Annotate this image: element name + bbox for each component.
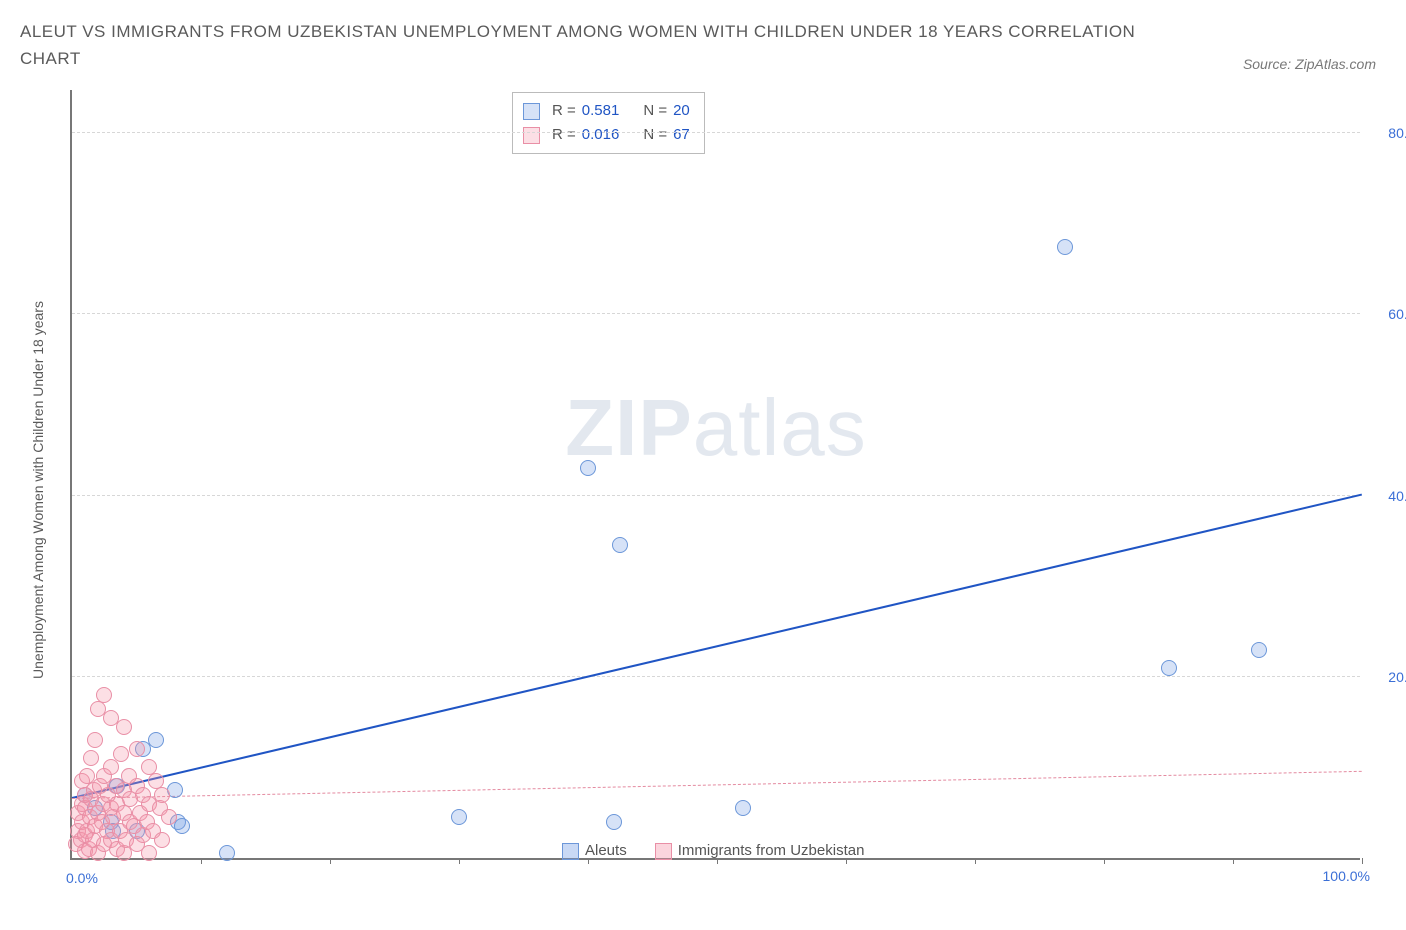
data-point bbox=[154, 787, 170, 803]
data-point bbox=[580, 460, 596, 476]
chart-container: Unemployment Among Women with Children U… bbox=[20, 90, 1386, 910]
data-point bbox=[116, 719, 132, 735]
data-point bbox=[1057, 239, 1073, 255]
stat-r-label: R = bbox=[552, 123, 576, 147]
x-tick bbox=[1233, 858, 1234, 864]
series-legend: Aleuts Immigrants from Uzbekistan bbox=[562, 842, 864, 860]
x-tick bbox=[975, 858, 976, 864]
x-tick bbox=[846, 858, 847, 864]
data-point bbox=[113, 746, 129, 762]
legend-swatch bbox=[523, 103, 540, 120]
gridline bbox=[72, 132, 1360, 133]
stat-legend: R = 0.581 N = 20 R = 0.016 N = 67 bbox=[512, 92, 705, 154]
x-tick bbox=[1104, 858, 1105, 864]
data-point bbox=[161, 809, 177, 825]
trend-line bbox=[72, 771, 1362, 799]
data-point bbox=[96, 687, 112, 703]
y-tick-label: 20.0% bbox=[1368, 669, 1406, 685]
y-tick-label: 40.0% bbox=[1368, 488, 1406, 504]
x-axis-end-label: 100.0% bbox=[1323, 868, 1370, 884]
chart-source: Source: ZipAtlas.com bbox=[1243, 56, 1376, 72]
stat-n-label: N = bbox=[643, 123, 667, 147]
x-tick bbox=[459, 858, 460, 864]
gridline bbox=[72, 313, 1360, 314]
stat-n-label: N = bbox=[643, 99, 667, 123]
x-tick bbox=[201, 858, 202, 864]
watermark-bold: ZIP bbox=[565, 383, 692, 472]
stat-legend-row: R = 0.581 N = 20 bbox=[523, 99, 690, 123]
watermark: ZIPatlas bbox=[565, 382, 866, 474]
data-point bbox=[735, 800, 751, 816]
data-point bbox=[87, 732, 103, 748]
stat-legend-row: R = 0.016 N = 67 bbox=[523, 123, 690, 147]
legend-item: Immigrants from Uzbekistan bbox=[655, 842, 865, 860]
data-point bbox=[83, 750, 99, 766]
trend-line bbox=[72, 494, 1362, 799]
legend-label: Immigrants from Uzbekistan bbox=[678, 842, 865, 859]
stat-r-value: 0.581 bbox=[582, 99, 620, 123]
y-tick-label: 80.0% bbox=[1368, 125, 1406, 141]
stat-r-label: R = bbox=[552, 99, 576, 123]
chart-title: ALEUT VS IMMIGRANTS FROM UZBEKISTAN UNEM… bbox=[20, 18, 1170, 72]
legend-swatch bbox=[523, 127, 540, 144]
stat-r-value: 0.016 bbox=[582, 123, 620, 147]
data-point bbox=[154, 832, 170, 848]
watermark-light: atlas bbox=[693, 383, 867, 472]
x-tick bbox=[1362, 858, 1363, 864]
data-point bbox=[1161, 660, 1177, 676]
legend-swatch bbox=[655, 843, 672, 860]
x-tick bbox=[588, 858, 589, 864]
data-point bbox=[451, 809, 467, 825]
plot-area: ZIPatlas R = 0.581N = 20R = 0.016N = 67 … bbox=[70, 90, 1360, 860]
data-point bbox=[129, 741, 145, 757]
legend-item: Aleuts bbox=[562, 842, 627, 860]
data-point bbox=[148, 732, 164, 748]
gridline bbox=[72, 495, 1360, 496]
data-point bbox=[174, 818, 190, 834]
data-point bbox=[103, 759, 119, 775]
data-point bbox=[219, 845, 235, 861]
legend-swatch bbox=[562, 843, 579, 860]
stat-n-value: 20 bbox=[673, 99, 690, 123]
data-point bbox=[612, 537, 628, 553]
y-axis-label: Unemployment Among Women with Children U… bbox=[30, 301, 46, 679]
data-point bbox=[141, 845, 157, 861]
x-tick bbox=[330, 858, 331, 864]
gridline bbox=[72, 676, 1360, 677]
stat-n-value: 67 bbox=[673, 123, 690, 147]
x-tick bbox=[717, 858, 718, 864]
legend-label: Aleuts bbox=[585, 842, 627, 859]
data-point bbox=[606, 814, 622, 830]
x-axis-start-label: 0.0% bbox=[66, 870, 98, 886]
data-point bbox=[1251, 642, 1267, 658]
y-tick-label: 60.0% bbox=[1368, 306, 1406, 322]
